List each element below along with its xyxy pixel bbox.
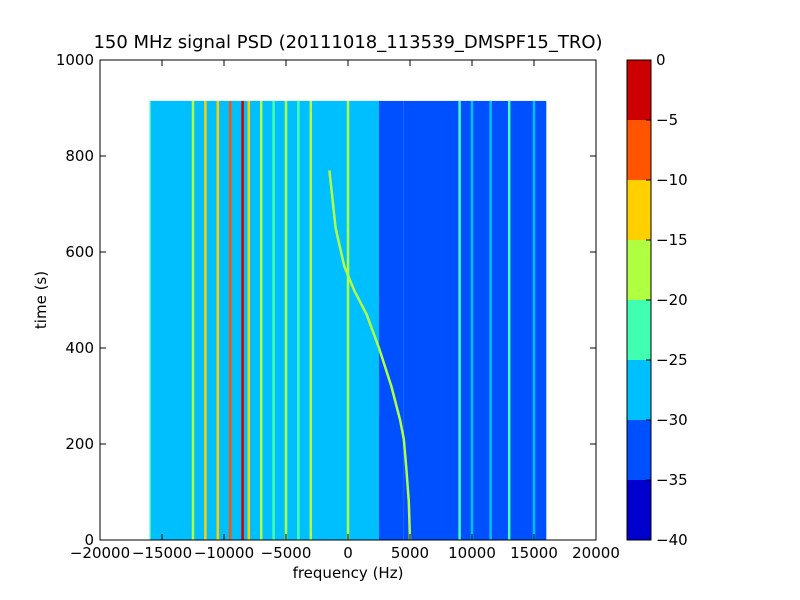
colorbar-level-3 <box>627 300 651 360</box>
x-tick-label-7: 15000 <box>510 544 558 562</box>
colorbar-ticks: 0 −5 −10 −15 −20 −25 −30 −35 −40 <box>646 51 688 549</box>
colorbar-tick-label-5: −25 <box>656 351 688 369</box>
colorbar-tick-label-1: −5 <box>656 111 678 129</box>
colorbar-level-5 <box>627 180 651 240</box>
y-tick-label-4: 800 <box>65 147 94 165</box>
x-tick-label-2: −10000 <box>194 544 254 562</box>
x-tick-label-6: 10000 <box>448 544 496 562</box>
background-region-1 <box>379 100 404 541</box>
colorbar-level-6 <box>627 120 651 180</box>
colorbar-tick-label-2: −10 <box>656 171 688 189</box>
x-tick-label-4: 0 <box>343 544 353 562</box>
x-tick-label-0: −20000 <box>70 544 130 562</box>
x-tick-label-3: −5000 <box>261 544 312 562</box>
x-tick-label-8: 20000 <box>572 544 620 562</box>
colorbar-tick-label-3: −15 <box>656 231 688 249</box>
x-tick-label-5: 5000 <box>391 544 429 562</box>
colorbar-tick-label-0: 0 <box>656 51 666 69</box>
colorbar-tick-label-4: −20 <box>656 291 688 309</box>
x-axis-label: frequency (Hz) <box>293 564 404 582</box>
colorbar-level-1 <box>627 420 651 480</box>
plot-area: −20000 −15000 −10000 −5000 0 5000 10000 15000 20… <box>56 51 620 562</box>
x-tick-label-1: −15000 <box>132 544 192 562</box>
doppler-trace <box>328 170 412 541</box>
heatmap <box>149 100 547 541</box>
colorbar-levels <box>627 60 651 540</box>
y-axis-label: time (s) <box>32 271 50 329</box>
y-tick-label-0: 0 <box>84 531 94 549</box>
colorbar-tick-label-8: −40 <box>656 531 688 549</box>
y-tick-label-5: 1000 <box>56 51 94 69</box>
colorbar: 0 −5 −10 −15 −20 −25 −30 −35 −40 <box>626 51 688 549</box>
background-region-2 <box>403 100 547 541</box>
y-tick-label-1: 200 <box>65 435 94 453</box>
y-tick-label-3: 600 <box>65 243 94 261</box>
colorbar-tick-label-7: −35 <box>656 471 688 489</box>
chart-title: 150 MHz signal PSD (20111018_113539_DMSP… <box>93 32 602 53</box>
colorbar-level-0 <box>627 480 651 540</box>
colorbar-level-4 <box>627 240 651 300</box>
y-axis: 0 200 400 600 800 1000 <box>56 51 596 549</box>
x-axis: −20000 −15000 −10000 −5000 0 5000 10000 15000 20… <box>70 60 620 562</box>
colorbar-level-2 <box>627 360 651 420</box>
colorbar-level-7 <box>627 60 651 120</box>
colorbar-tick-label-6: −30 <box>656 411 688 429</box>
background-region-0 <box>149 100 379 541</box>
y-tick-label-2: 400 <box>65 339 94 357</box>
